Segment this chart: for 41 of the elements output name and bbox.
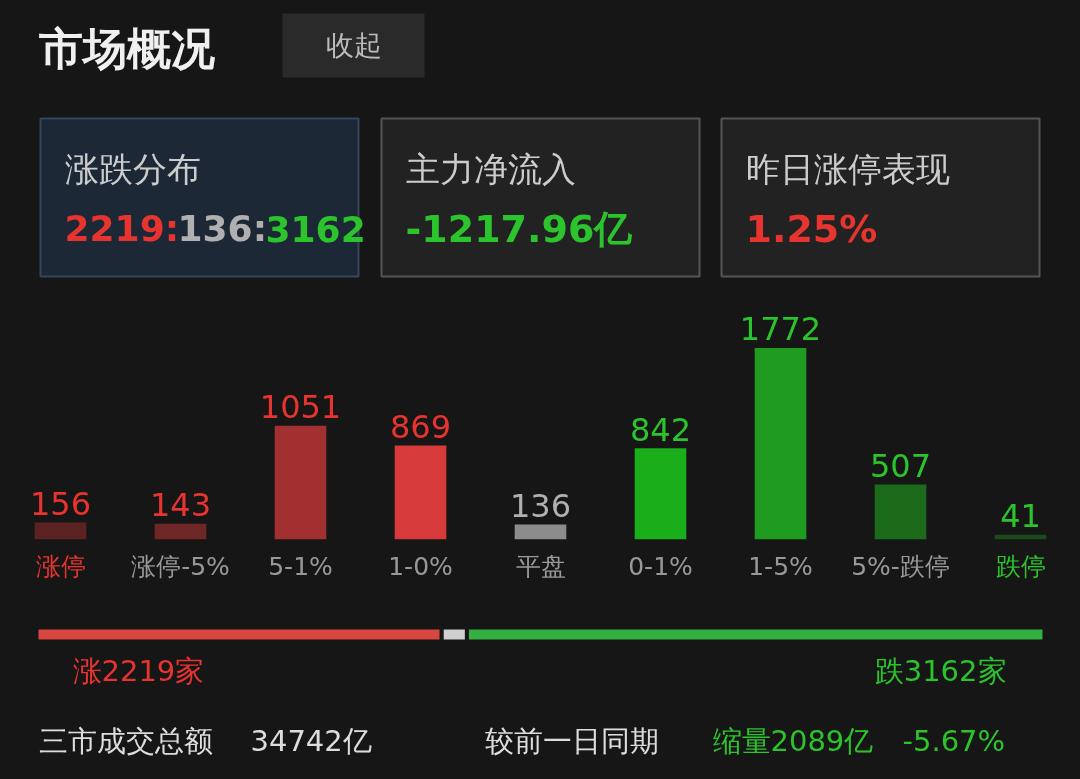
text: 较前一日同期 — [484, 723, 659, 758]
text: -1217.96亿 — [405, 206, 634, 251]
text: 涨2219家 — [72, 653, 205, 688]
text: -5.67% — [902, 723, 1006, 758]
data-label: 41 — [1000, 497, 1041, 536]
text: 涨跌分布 — [64, 148, 201, 189]
bar — [154, 523, 207, 540]
x-tick-label: 1-0% — [388, 551, 453, 581]
x-tick-label: 平盘 — [515, 551, 566, 581]
data-label: 136 — [509, 486, 572, 525]
bar — [874, 484, 927, 540]
x-tick-label: 涨停 — [35, 551, 86, 581]
x-tick-label: 5%-跌停 — [851, 551, 950, 581]
data-label: 869 — [389, 407, 452, 446]
text: 市场概况 — [38, 23, 215, 74]
bar — [754, 347, 807, 540]
text: 收起 — [325, 29, 382, 62]
data-label: 507 — [869, 446, 932, 485]
text: 34742亿 — [250, 723, 372, 758]
data-label: 842 — [629, 410, 692, 449]
x-tick-label: 涨停-5% — [131, 551, 230, 581]
bar — [34, 522, 87, 540]
bar — [394, 445, 447, 540]
bar — [634, 448, 687, 540]
bar — [514, 524, 567, 540]
text: 1.25% — [745, 206, 878, 251]
x-tick-label: 5-1% — [268, 551, 333, 581]
text: 昨日涨停表现 — [745, 148, 950, 189]
text: 跌3162家 — [874, 653, 1007, 688]
data-label: 156 — [29, 484, 92, 523]
x-tick-label: 跌停 — [995, 551, 1046, 581]
x-tick-label: 0-1% — [628, 551, 693, 581]
text: 主力净流入 — [405, 148, 576, 189]
x-tick-label: 1-5% — [748, 551, 813, 581]
data-label: 143 — [149, 486, 212, 525]
text: 缩量2089亿 — [712, 723, 874, 758]
data-label: 1051 — [259, 388, 342, 427]
text: 2219:136:3162 — [64, 208, 366, 250]
text: 三市成交总额 — [38, 723, 213, 758]
bar — [274, 425, 327, 540]
data-label: 1772 — [739, 310, 822, 349]
